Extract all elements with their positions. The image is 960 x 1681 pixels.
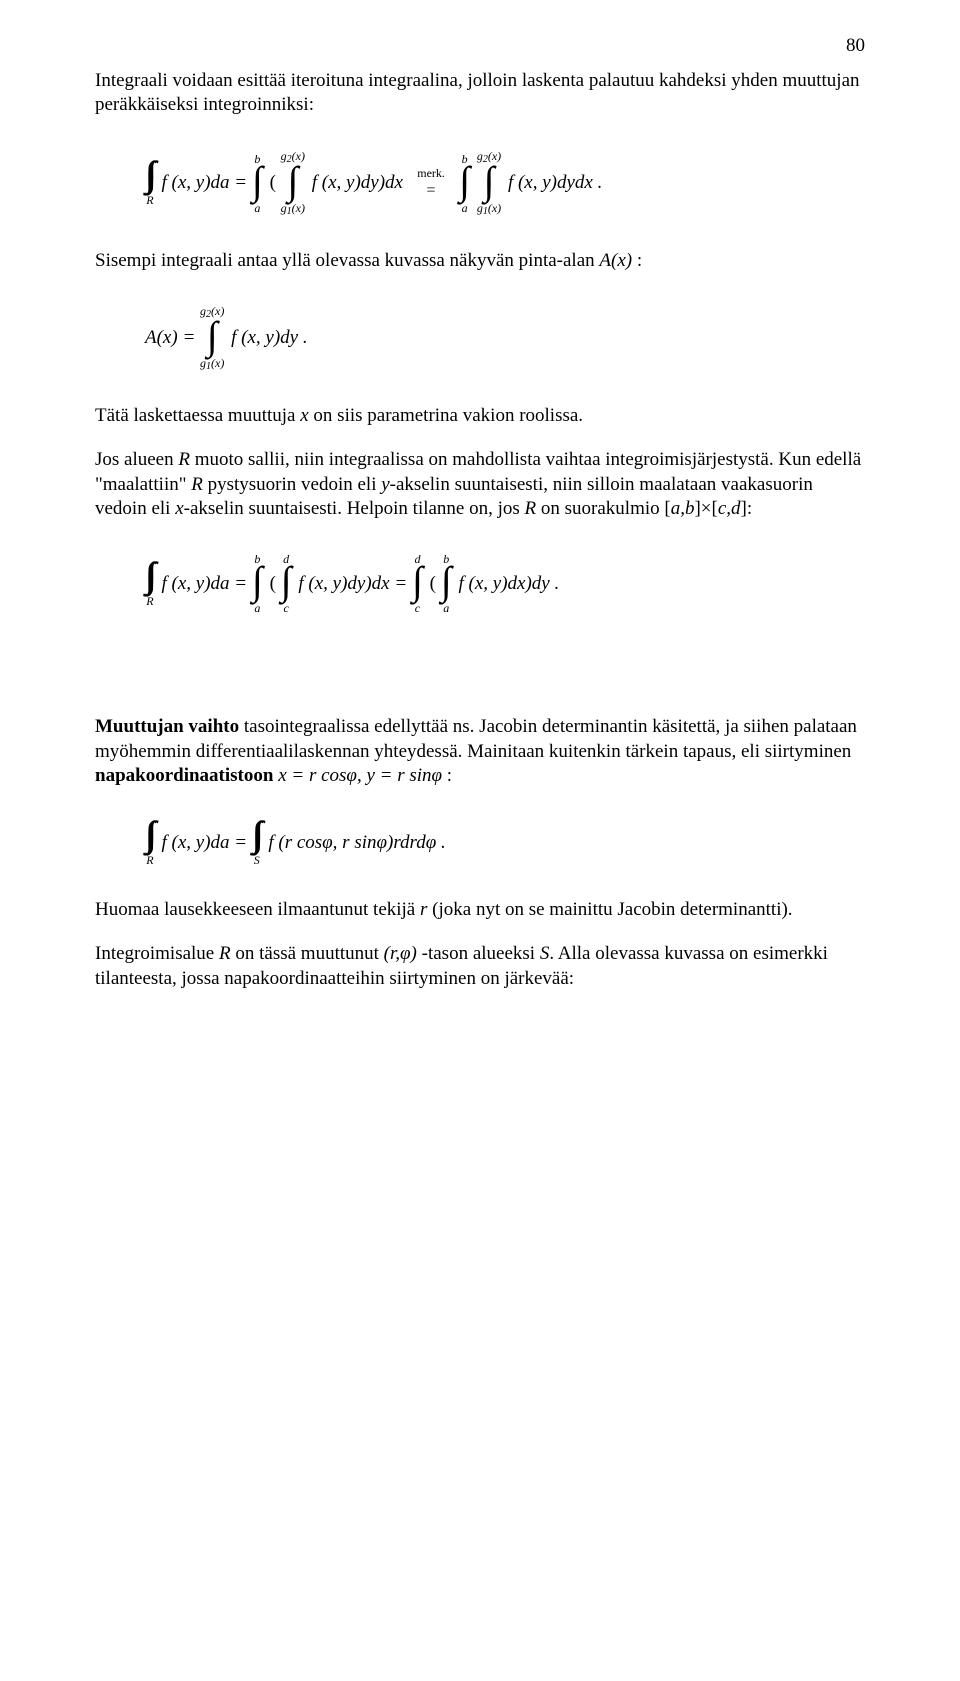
limit-g1-2: g1(x): [477, 202, 501, 217]
eq3-p2: f (x, y)dy)dx =: [298, 573, 407, 595]
spacer: [95, 646, 865, 696]
limit-a-2: a: [459, 202, 470, 214]
p3-a: Tätä laskettaessa muuttuja: [95, 405, 300, 426]
integral-a-b-icon-4: b ∫ a: [441, 553, 452, 614]
p4-a: Jos alueen: [95, 449, 178, 470]
p4-i: -akselin suuntaisesti. Helpoin tilanne o…: [184, 498, 525, 519]
paragraph-change-of-variables: Muuttujan vaihto tasointegraalissa edell…: [95, 715, 865, 788]
eq1-mid: f (x, y)dy)dx: [312, 172, 403, 194]
open-paren-1: (: [270, 172, 276, 194]
integral-a-b-icon-3: b ∫ a: [252, 553, 263, 614]
equation-iterated-integral: ∫∫ R f (x, y)da = b ∫ a ( g2(x) ∫ g1(x) …: [145, 150, 865, 217]
limit-a-4: a: [441, 602, 452, 614]
p7-rphi: (r,φ): [384, 943, 417, 964]
p5-bold-1: Muuttujan vaihto: [95, 716, 239, 737]
p4-k: on suorakulmio [: [536, 498, 671, 519]
open-paren-2: (: [270, 573, 276, 595]
limit-R-2: R: [145, 595, 155, 607]
open-paren-3: (: [430, 573, 436, 595]
integral-g1-g2-icon: g2(x) ∫ g1(x): [281, 150, 305, 217]
p7-e: -tason alueeksi: [417, 943, 540, 964]
double-integral-R-icon: ∫∫ R: [145, 160, 155, 206]
p4-y: y: [381, 474, 389, 495]
integral-g1-g2-icon-3: g2(x) ∫ g1(x): [200, 305, 224, 372]
p2-text-a: Sisempi integraali antaa yllä olevassa k…: [95, 250, 599, 271]
eq2-lhs: A(x) =: [145, 327, 195, 349]
integral-c-d-icon: d ∫ c: [281, 553, 292, 614]
p4-R1: R: [178, 449, 190, 470]
merk-label: merk.: [417, 166, 445, 180]
paragraph-parameter: Tätä laskettaessa muuttuja x on siis par…: [95, 404, 865, 428]
p3-c: on siis parametrina vakion roolissa.: [309, 405, 583, 426]
p6-c: (joka nyt on se mainittu Jacobin determi…: [427, 899, 792, 920]
limit-c-2: c: [412, 602, 423, 614]
integral-a-b-icon: b ∫ a: [252, 153, 263, 214]
p4-o: ]:: [741, 498, 753, 519]
double-integral-S-icon: ∫∫ S: [252, 820, 262, 866]
p4-ab: a,b: [671, 498, 695, 519]
page-container: 80 Integraali voidaan esittää iteroituna…: [0, 0, 960, 1681]
p4-m: ]×[: [694, 498, 717, 519]
limit-g1-3: g1(x): [200, 357, 224, 372]
p4-R2: R: [191, 474, 203, 495]
p6-a: Huomaa lausekkeeseen ilmaantunut tekijä: [95, 899, 420, 920]
integral-g1-g2-icon-2: g2(x) ∫ g1(x): [477, 150, 501, 217]
p7-c: on tässä muuttunut: [231, 943, 384, 964]
eq1-rhs: f (x, y)dydx .: [508, 172, 602, 194]
equals-sign: =: [427, 182, 436, 199]
integral-c-d-icon-2: d ∫ c: [412, 553, 423, 614]
p4-cd: c,d: [718, 498, 741, 519]
paragraph-swap-order: Jos alueen R muoto sallii, niin integraa…: [95, 448, 865, 521]
limit-R-3: R: [145, 854, 155, 866]
p2-text-c: :: [632, 250, 642, 271]
eq4-p1: f (x, y)da =: [161, 832, 247, 854]
p4-e: pystysuorin vedoin eli: [203, 474, 381, 495]
p5-e: :: [442, 765, 452, 786]
double-integral-R-icon-2: ∫∫ R: [145, 561, 155, 607]
paragraph-inner-integral: Sisempi integraali antaa yllä olevassa k…: [95, 249, 865, 273]
eq3-p1: f (x, y)da =: [161, 573, 247, 595]
p5-polar-coords: x = r cosφ, y = r sinφ: [273, 765, 442, 786]
p7-S: S: [540, 943, 550, 964]
limit-R: R: [145, 194, 155, 206]
p2-math-Ax: A(x): [599, 250, 632, 271]
paragraph-jacobian: Huomaa lausekkeeseen ilmaantunut tekijä …: [95, 898, 865, 922]
p4-R3: R: [525, 498, 537, 519]
limit-S: S: [252, 854, 262, 866]
eq4-p2: f (r cosφ, r sinφ)rdrdφ .: [268, 832, 445, 854]
equation-polar: ∫∫ R f (x, y)da = ∫∫ S f (r cosφ, r sinφ…: [145, 820, 865, 866]
p4-x: x: [175, 498, 183, 519]
double-integral-R-icon-3: ∫∫ R: [145, 820, 155, 866]
eq2-rhs: f (x, y)dy .: [231, 327, 307, 349]
page-number: 80: [846, 35, 865, 57]
equation-Ax: A(x) = g2(x) ∫ g1(x) f (x, y)dy .: [145, 305, 865, 372]
integral-a-b-icon-2: b ∫ a: [459, 153, 470, 214]
eq3-p3: f (x, y)dx)dy .: [458, 573, 559, 595]
paragraph-intro: Integraali voidaan esittää iteroituna in…: [95, 69, 865, 118]
p7-R: R: [219, 943, 231, 964]
p3-x: x: [300, 405, 308, 426]
p5-bold-2: napakoordinaatistoon: [95, 765, 273, 786]
merk-annotation: merk. =: [417, 166, 445, 200]
limit-g1: g1(x): [281, 202, 305, 217]
eq1-lhs: f (x, y)da =: [161, 172, 247, 194]
paragraph-region-S: Integroimisalue R on tässä muuttunut (r,…: [95, 942, 865, 991]
limit-c: c: [281, 602, 292, 614]
limit-a-3: a: [252, 602, 263, 614]
equation-rectangle: ∫∫ R f (x, y)da = b ∫ a ( d ∫ c f (x, y)…: [145, 553, 865, 614]
limit-a: a: [252, 202, 263, 214]
p7-a: Integroimisalue: [95, 943, 219, 964]
